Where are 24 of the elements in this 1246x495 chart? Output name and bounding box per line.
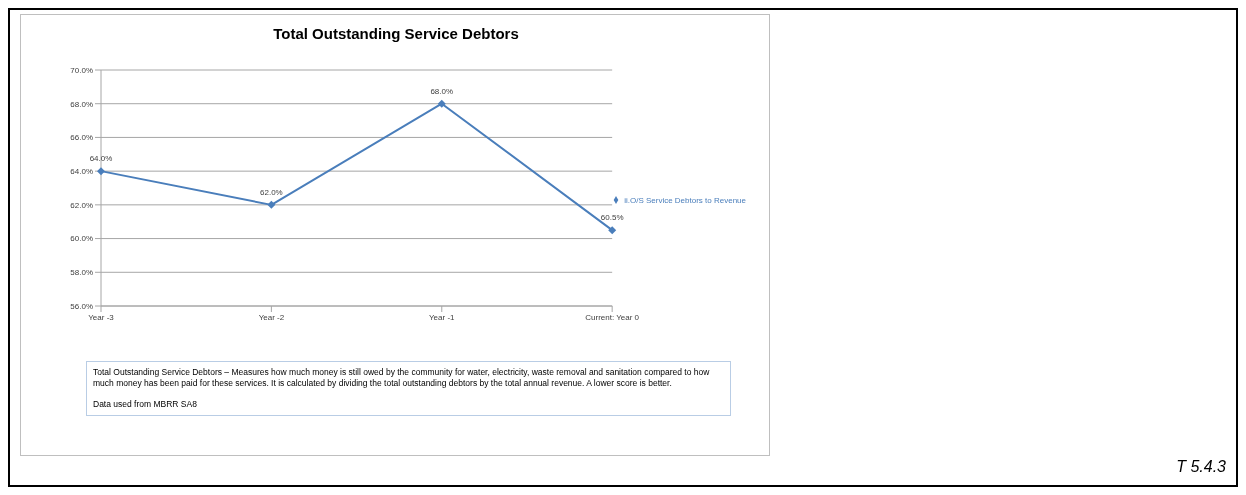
data-label: 62.0% <box>260 187 283 197</box>
text: Data used from MBRR SA8 <box>93 399 198 411</box>
x-tick-label: Current: Year 0 <box>585 312 640 322</box>
text: T 5.4.3 <box>1176 458 1226 476</box>
y-tick-label: 62.0% <box>70 200 93 210</box>
y-tick-label: 70.0% <box>70 65 93 75</box>
x-tick-label: Year -1 <box>429 312 456 322</box>
point <box>608 226 617 235</box>
legend-label: ii.O/S Service Debtors to Revenue <box>624 195 746 205</box>
data-label: 64.0% <box>89 154 113 164</box>
y-tick-label: 68.0% <box>70 99 93 109</box>
data-label: 68.0% <box>430 86 454 96</box>
y-tick-label: 56.0% <box>70 301 93 311</box>
point <box>267 200 276 209</box>
y-tick-label: 64.0% <box>70 166 93 176</box>
y-tick-label: 60.0% <box>70 234 93 244</box>
chart-title: Total Outstanding Service Debtors <box>272 25 520 42</box>
x-tick-label: Year -2 <box>258 312 285 322</box>
text: Total Outstanding Service Debtors – Measures how much money is still owed by the community for water, electricity, waste removal and sanitation compared to how much money has been paid for these services. It is calculated by dividing the total outstanding debtors by the total annual revenue. A lower score is better. <box>93 367 711 390</box>
point <box>437 99 446 108</box>
x-tick-label: Year -3 <box>88 312 115 322</box>
y-tick-label: 66.0% <box>70 133 93 143</box>
data-label: 60.5% <box>600 213 624 223</box>
y-tick-label: 58.0% <box>70 268 93 278</box>
